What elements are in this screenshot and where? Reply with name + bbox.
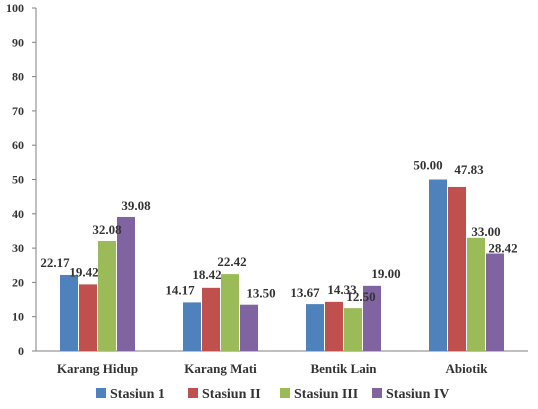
bar: [325, 301, 343, 351]
legend-label: Stasiun 1: [110, 387, 165, 402]
y-tick-label: 0: [18, 344, 24, 358]
y-tick-label: 60: [12, 138, 24, 152]
bar: [183, 302, 201, 351]
y-tick-label: 90: [12, 35, 24, 49]
y-tick-label: 70: [12, 104, 24, 118]
data-label: 14.17: [165, 282, 195, 297]
x-tick-label: Abiotik: [446, 361, 489, 376]
legend-swatch: [188, 388, 198, 398]
y-tick-label: 50: [12, 173, 24, 187]
data-label: 19.00: [371, 266, 400, 281]
data-label: 39.08: [121, 198, 151, 213]
data-label: 50.00: [413, 158, 442, 173]
y-tick-label: 80: [12, 70, 24, 84]
data-label: 32.08: [92, 222, 122, 237]
x-tick-label: Karang Hidup: [57, 361, 138, 376]
bar: [363, 285, 381, 351]
data-label: 22.17: [40, 255, 70, 270]
data-label: 19.42: [69, 264, 98, 279]
data-label: 47.83: [454, 162, 484, 177]
legend-swatch: [96, 388, 106, 398]
legend-label: Stasiun II: [202, 387, 261, 402]
legend-label: Stasiun III: [294, 387, 358, 402]
bar: [221, 274, 239, 351]
y-tick-label: 30: [12, 241, 24, 255]
bar: [448, 186, 466, 351]
data-label: 18.42: [192, 267, 221, 282]
data-label: 22.42: [217, 254, 246, 269]
bar: [79, 284, 97, 351]
data-label: 13.50: [246, 286, 275, 301]
data-label: 14.33: [327, 282, 357, 297]
bar: [98, 240, 116, 351]
bar: [486, 253, 504, 351]
bar: [240, 304, 258, 351]
x-tick-label: Bentik Lain: [310, 361, 377, 376]
bar: [429, 179, 447, 351]
y-tick-label: 20: [12, 275, 24, 289]
legend-swatch: [280, 388, 290, 398]
y-tick-label: 40: [12, 207, 24, 221]
bar: [344, 308, 362, 351]
bar: [467, 237, 485, 351]
data-label: 13.67: [290, 285, 320, 300]
data-label: 28.42: [488, 241, 517, 256]
y-tick-label: 100: [6, 1, 24, 15]
x-tick-label: Karang Mati: [184, 361, 257, 376]
bar: [306, 304, 324, 351]
bar: [202, 287, 220, 351]
data-label: 12.50: [346, 289, 375, 304]
legend-swatch: [372, 388, 382, 398]
data-label: 33.00: [471, 224, 500, 239]
bar: [117, 216, 135, 351]
y-tick-label: 10: [12, 310, 24, 324]
legend-label: Stasiun IV: [386, 387, 449, 402]
bar: [60, 274, 78, 351]
